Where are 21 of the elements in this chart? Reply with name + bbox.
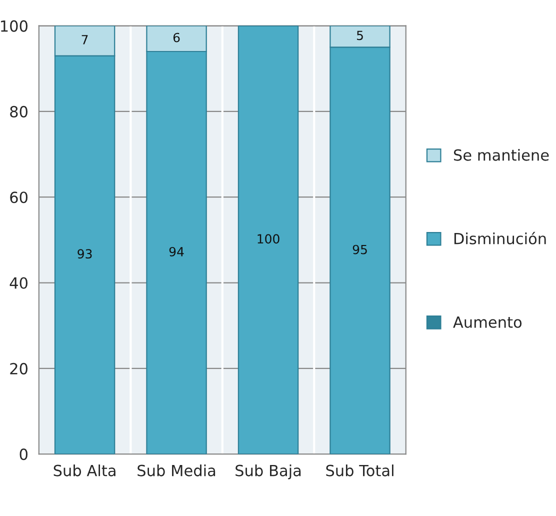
x-tick-label: Sub Media — [138, 464, 216, 476]
data-label: 95 — [352, 244, 367, 254]
data-label: 7 — [82, 35, 88, 44]
y-tick-label: 0 — [20, 448, 28, 460]
x-tick-label: Sub Baja — [236, 464, 301, 480]
data-label: 5 — [357, 30, 363, 40]
x-tick-label: Sub Total — [326, 464, 394, 476]
data-label: 94 — [169, 246, 184, 256]
legend-label: Aumento — [453, 316, 522, 328]
y-tick-label: 60 — [10, 192, 28, 204]
bar — [238, 26, 299, 454]
x-tick-label: Sub Alta — [54, 464, 116, 476]
data-label: 100 — [258, 234, 280, 244]
y-tick-label: 100 — [1, 20, 28, 32]
data-label: 6 — [173, 32, 180, 42]
legend-label: Disminución — [454, 232, 546, 244]
y-tick-label: 80 — [10, 106, 28, 118]
data-label: 93 — [78, 249, 92, 259]
y-tick-label: 40 — [10, 277, 28, 289]
legend-label: Se mantiene — [454, 149, 549, 161]
y-tick-label: 20 — [10, 362, 28, 374]
